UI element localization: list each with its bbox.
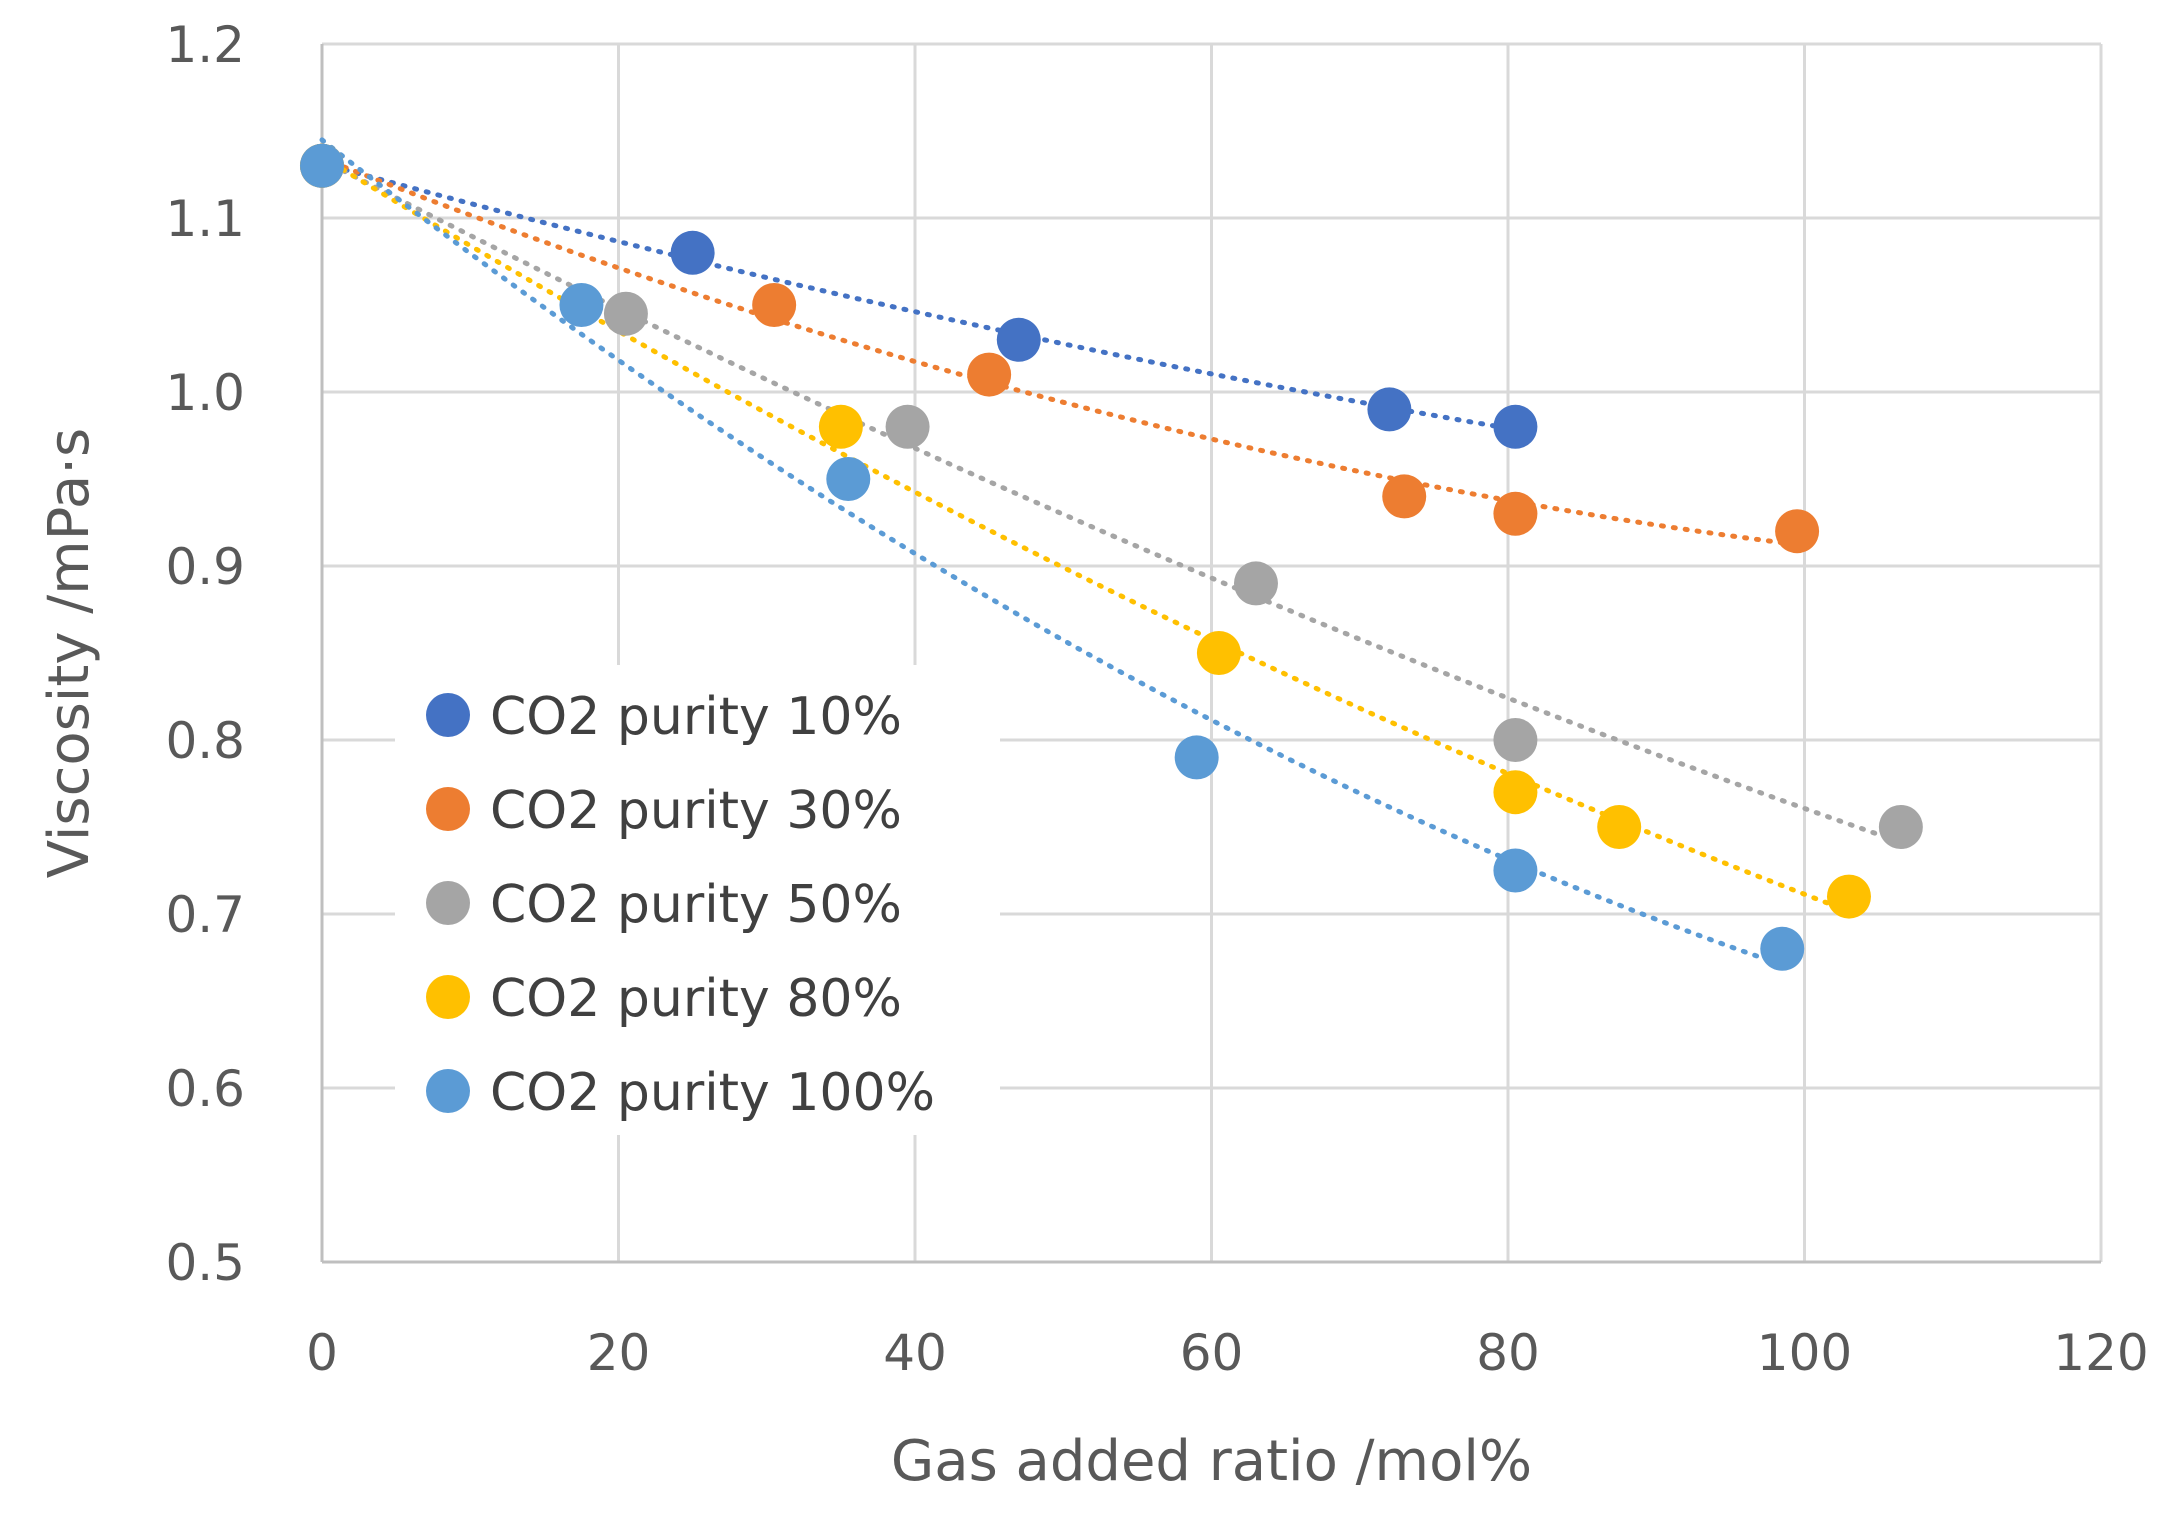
legend-marker	[426, 693, 470, 737]
legend-marker	[426, 975, 470, 1019]
data-point	[752, 283, 797, 327]
data-point	[603, 291, 648, 336]
y-tick-label: 1.2	[165, 16, 245, 74]
x-tick-label: 100	[1757, 1324, 1852, 1382]
data-point	[996, 317, 1041, 362]
data-point	[967, 352, 1012, 397]
tick-labels: 0 20 40 60 80 100 120 0.5 0.6 0.7 0.8 0.9 1.0 1.1 1.2	[165, 16, 2148, 1382]
trendline	[319, 154, 1852, 914]
legend-marker	[426, 881, 470, 925]
data-point	[1493, 491, 1538, 536]
data-point	[1493, 404, 1538, 449]
data-point	[670, 230, 715, 275]
trendline	[319, 155, 1800, 548]
y-tick-label: 1.0	[165, 364, 245, 422]
legend-label: CO2 purity 10%	[490, 687, 902, 747]
trendline	[319, 157, 1904, 845]
y-tick-label: 0.8	[165, 712, 245, 770]
data-point	[885, 404, 930, 449]
legend-label: CO2 purity 50%	[490, 875, 902, 935]
data-point	[1233, 561, 1278, 606]
trendline	[319, 137, 1785, 968]
legend: CO2 purity 10% CO2 purity 30% CO2 purity 5…	[395, 665, 1000, 1135]
x-tick-label: 20	[587, 1324, 651, 1382]
data-point	[1493, 770, 1538, 815]
y-tick-label: 0.7	[165, 886, 245, 944]
data-point	[1775, 509, 1820, 554]
legend-label: CO2 purity 80%	[490, 969, 902, 1029]
y-tick-label: 1.1	[165, 190, 245, 248]
legend-label: CO2 purity 30%	[490, 781, 902, 841]
y-tick-label: 0.6	[165, 1060, 245, 1118]
legend-marker	[426, 1069, 470, 1113]
data-point	[1878, 805, 1923, 849]
data-point	[1196, 631, 1241, 675]
data-point	[826, 457, 871, 501]
x-tick-label: 40	[883, 1324, 947, 1382]
legend-marker	[426, 787, 470, 831]
x-tick-label: 80	[1476, 1324, 1540, 1382]
legend-box	[395, 665, 1000, 1135]
x-tick-label: 60	[1180, 1324, 1244, 1382]
data-point	[559, 283, 604, 327]
y-axis-title: Viscosity /mPa·s	[37, 428, 102, 878]
data-point	[1826, 874, 1871, 919]
y-tick-label: 0.5	[165, 1234, 245, 1292]
trendline	[319, 160, 1518, 432]
data-point	[1367, 387, 1412, 432]
axes	[320, 44, 2101, 1264]
data-point	[1493, 848, 1538, 893]
y-tick-label: 0.9	[165, 538, 245, 596]
x-tick-label: 0	[306, 1324, 338, 1382]
data-point	[1597, 805, 1642, 849]
data-point	[1493, 718, 1538, 762]
data-point	[1760, 926, 1805, 971]
x-tick-label: 120	[2053, 1324, 2148, 1382]
data-point	[300, 143, 344, 188]
x-axis-title: Gas added ratio /mol%	[891, 1429, 1532, 1494]
data-point	[818, 404, 863, 449]
trendlines	[319, 137, 1904, 968]
data-point	[1382, 474, 1427, 519]
data-point	[1174, 735, 1219, 780]
data-points	[300, 143, 1923, 971]
legend-label: CO2 purity 100%	[490, 1063, 935, 1123]
